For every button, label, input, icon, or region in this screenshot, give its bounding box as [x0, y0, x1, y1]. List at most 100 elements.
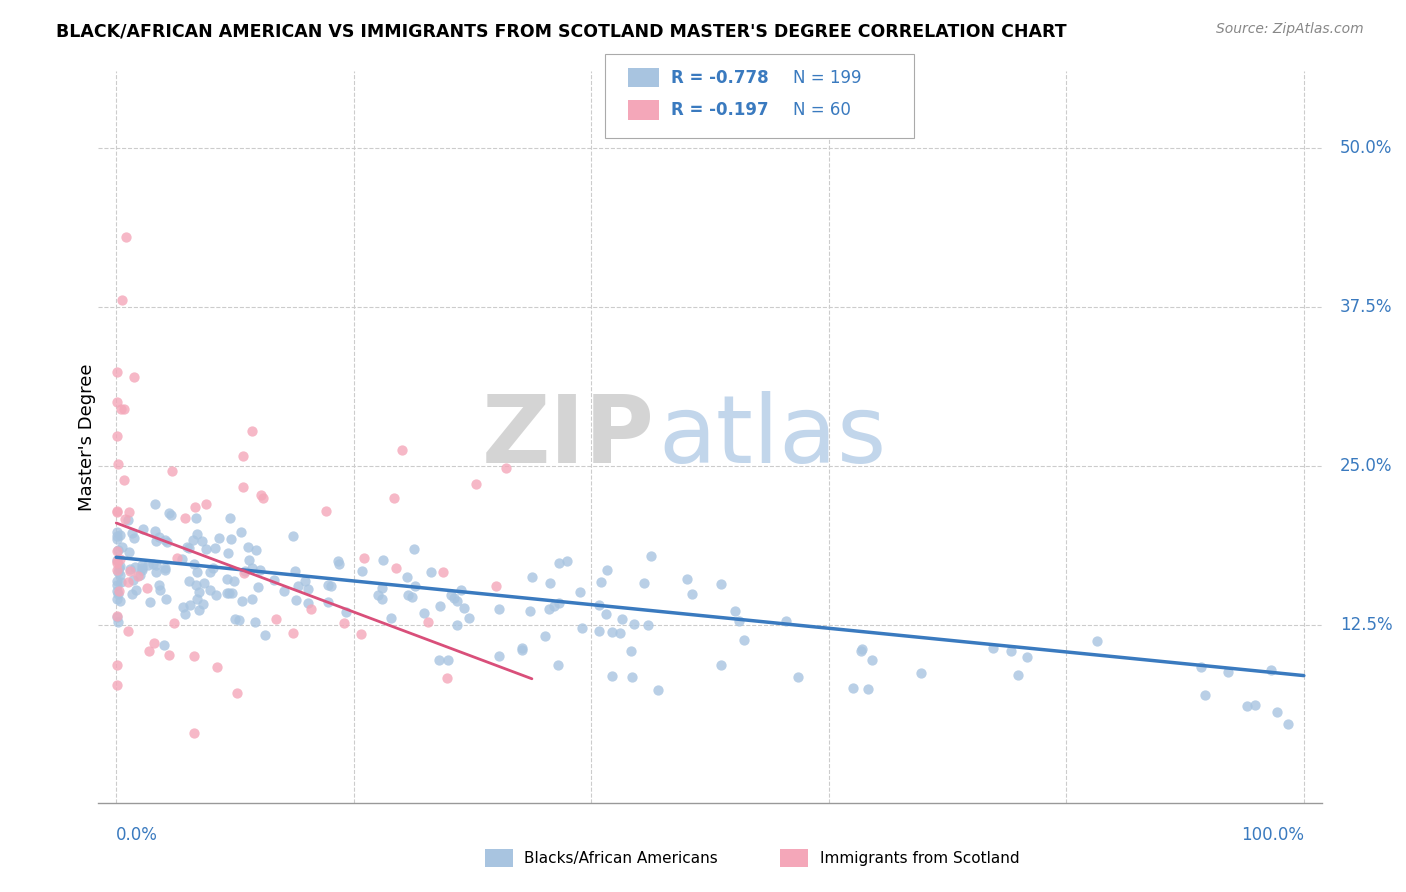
Point: [588, 598, 610, 612]
Point: [316, 578, 339, 592]
Point: [229, 525, 252, 540]
Y-axis label: Master's Degree: Master's Degree: [79, 363, 96, 511]
Point: [510, 642, 533, 657]
Point: [208, 531, 231, 545]
Point: [198, 583, 221, 598]
Point: [315, 504, 337, 518]
Point: [647, 682, 669, 697]
Point: [621, 669, 644, 683]
Point: [395, 570, 418, 584]
Point: [326, 554, 349, 568]
Point: [297, 582, 319, 596]
Point: [166, 551, 188, 566]
Point: [458, 611, 481, 625]
Point: [240, 592, 263, 607]
Point: [488, 601, 510, 615]
Point: [245, 615, 267, 629]
Point: [401, 590, 423, 604]
Point: [538, 575, 561, 590]
Point: [333, 615, 356, 630]
Point: [316, 594, 339, 608]
Point: [350, 626, 373, 640]
Point: [183, 726, 205, 740]
Point: [413, 606, 436, 620]
Text: 50.0%: 50.0%: [1340, 138, 1392, 157]
Text: N = 199: N = 199: [793, 69, 862, 87]
Point: [107, 553, 129, 567]
Point: [121, 587, 143, 601]
Point: [188, 584, 211, 599]
Point: [1244, 698, 1267, 712]
Point: [136, 558, 159, 572]
Point: [174, 511, 197, 525]
Point: [488, 648, 510, 663]
Point: [107, 615, 129, 629]
Point: [328, 557, 350, 571]
Point: [152, 638, 174, 652]
Point: [148, 530, 170, 544]
Point: [135, 582, 157, 596]
Point: [620, 644, 643, 658]
Point: [205, 588, 228, 602]
Point: [110, 567, 132, 582]
Point: [380, 611, 402, 625]
Point: [132, 522, 155, 536]
Point: [179, 598, 201, 612]
Point: [215, 572, 238, 586]
Point: [600, 669, 623, 683]
Point: [139, 595, 162, 609]
Point: [232, 566, 254, 580]
Point: [114, 512, 136, 526]
Point: [183, 558, 205, 572]
Point: [623, 617, 645, 632]
Point: [157, 648, 180, 663]
Point: [281, 626, 304, 640]
Point: [432, 566, 454, 580]
Point: [124, 559, 146, 574]
Point: [238, 540, 260, 554]
Text: Blacks/African Americans: Blacks/African Americans: [524, 851, 718, 865]
Point: [637, 618, 659, 632]
Point: [600, 624, 623, 639]
Point: [281, 529, 304, 543]
Point: [1277, 716, 1299, 731]
Point: [184, 511, 207, 525]
Point: [108, 594, 131, 608]
Point: [122, 573, 145, 587]
Point: [396, 588, 419, 602]
Point: [131, 561, 153, 575]
Point: [1189, 660, 1212, 674]
Point: [153, 563, 176, 577]
Point: [110, 402, 132, 417]
Point: [596, 563, 619, 577]
Point: [681, 587, 703, 601]
Point: [155, 592, 177, 607]
Point: [111, 293, 134, 308]
Point: [284, 564, 307, 578]
Point: [117, 624, 139, 638]
Point: [118, 562, 141, 576]
Point: [246, 580, 269, 594]
Point: [254, 628, 277, 642]
Point: [353, 550, 375, 565]
Point: [107, 556, 129, 570]
Point: [108, 561, 131, 575]
Point: [145, 565, 167, 579]
Point: [117, 574, 139, 589]
Point: [733, 633, 755, 648]
Point: [195, 542, 218, 557]
Point: [118, 505, 141, 519]
Point: [724, 604, 747, 618]
Point: [453, 600, 475, 615]
Point: [107, 574, 129, 589]
Point: [224, 574, 246, 589]
Point: [520, 570, 543, 584]
Point: [107, 529, 129, 543]
Point: [118, 544, 141, 558]
Point: [404, 542, 426, 557]
Point: [217, 546, 239, 560]
Point: [107, 457, 129, 471]
Text: 12.5%: 12.5%: [1340, 615, 1392, 633]
Point: [287, 579, 309, 593]
Point: [221, 532, 243, 546]
